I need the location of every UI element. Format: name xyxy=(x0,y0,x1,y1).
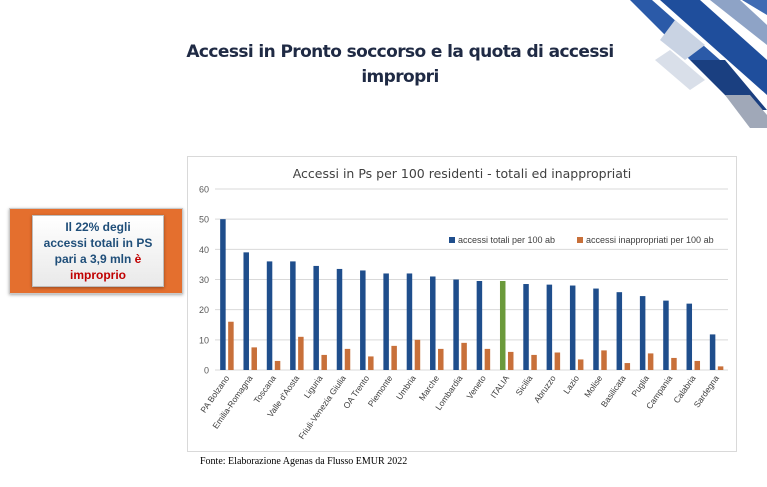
chart-container: 0 10 20 30 40 50 60 PA Bolzano Emilia-Romagna To… xyxy=(187,156,737,452)
bar-total xyxy=(243,252,249,370)
x-category-label: ITALIA xyxy=(488,373,511,400)
y-tick-label: 0 xyxy=(204,366,209,376)
bar-inappropriate xyxy=(391,345,397,370)
bar-total xyxy=(499,281,506,370)
y-tick-label: 30 xyxy=(199,275,209,285)
y-tick-label: 10 xyxy=(199,335,209,345)
bar-total xyxy=(663,300,669,370)
callout-text-panel: Il 22% degli accessi totali in PS pari a… xyxy=(32,215,164,287)
x-category-label: Marche xyxy=(417,373,442,402)
bar-inappropriate xyxy=(507,351,514,370)
chart-title: Accessi in Ps per 100 residenti - totali… xyxy=(293,166,632,181)
bar-total xyxy=(220,219,226,370)
bar-inappropriate xyxy=(438,348,444,370)
bar-total xyxy=(639,296,646,370)
y-tick-label: 20 xyxy=(199,305,209,315)
bar-total xyxy=(406,273,413,370)
bar-total xyxy=(290,261,296,370)
callout-box: Il 22% degli accessi totali in PS pari a… xyxy=(9,208,183,294)
bar-total xyxy=(569,285,576,370)
bar-inappropriate xyxy=(601,350,607,370)
legend-swatch-total xyxy=(449,237,455,243)
callout-highlight-word: è xyxy=(134,252,142,266)
bar-total xyxy=(430,276,436,370)
x-category-label: Umbria xyxy=(394,373,418,401)
bar-total xyxy=(383,273,389,370)
bar-inappropriate xyxy=(321,354,327,370)
slide-title-line1: Accessi in Pronto soccorso e la quota di… xyxy=(186,42,614,62)
bar-inappropriate xyxy=(368,356,374,370)
x-category-label: Abruzzo xyxy=(532,373,558,405)
x-category-label: Sicilia xyxy=(514,373,535,397)
bar-total xyxy=(313,265,319,370)
bar-total xyxy=(453,279,459,370)
bar-inappropriate xyxy=(461,342,467,370)
callout-line-2: accessi totali in PS xyxy=(43,236,153,250)
bar-inappropriate xyxy=(647,353,654,370)
chart-axes: 0 10 20 30 40 50 60 xyxy=(199,185,209,376)
bar-total xyxy=(546,284,553,370)
bar-inappropriate xyxy=(671,357,677,370)
bar-total xyxy=(336,268,343,370)
legend-swatch-inappropriate xyxy=(577,237,583,243)
bar-inappropriate xyxy=(251,347,257,370)
source-note: Fonte: Elaborazione Agenas da Flusso EMU… xyxy=(200,456,408,467)
y-tick-label: 60 xyxy=(199,185,209,195)
bar-inappropriate xyxy=(298,336,304,370)
bar-total xyxy=(523,284,529,370)
x-category-label: Puglia xyxy=(629,373,651,398)
bar-total xyxy=(686,303,693,370)
bar-inappropriate xyxy=(344,348,351,370)
corner-decoration xyxy=(630,0,767,128)
callout-line-3: pari a 3,9 mln è xyxy=(44,251,153,267)
bar-inappropriate xyxy=(624,363,631,370)
bar-total xyxy=(593,288,599,370)
y-tick-label: 40 xyxy=(199,245,209,255)
bar-chart: 0 10 20 30 40 50 60 PA BolzanoEmilia-RomagnaTo… xyxy=(198,166,728,441)
x-category-label: Molise xyxy=(582,373,604,399)
slide-title: Accessi in Pronto soccorso e la quota di… xyxy=(150,40,650,90)
bar-inappropriate xyxy=(531,354,537,370)
legend-label-inappropriate: accessi inappropriati per 100 ab xyxy=(586,235,714,245)
bar-total xyxy=(709,334,716,370)
bar-total xyxy=(616,292,623,370)
bar-inappropriate xyxy=(484,348,491,370)
callout-line-1: Il 22% degli xyxy=(65,220,131,234)
bar-inappropriate xyxy=(274,360,281,370)
bar-inappropriate xyxy=(414,339,421,370)
slide-title-line2: impropri xyxy=(361,67,439,87)
bar-total xyxy=(360,270,366,370)
y-tick-label: 50 xyxy=(199,215,209,225)
callout-line-3-text: pari a 3,9 mln xyxy=(54,252,135,266)
x-category-label: Friuli-Venezia Giulia xyxy=(296,373,348,441)
x-category-label: Liguria xyxy=(302,373,325,400)
bar-inappropriate xyxy=(554,352,561,370)
bar-inappropriate xyxy=(228,321,234,370)
callout-line-4: improprio xyxy=(70,268,126,282)
bar-total xyxy=(266,261,273,370)
bar-inappropriate xyxy=(717,366,724,370)
x-category-label: Veneto xyxy=(464,373,488,401)
bar-inappropriate xyxy=(694,360,701,370)
legend-label-total: accessi totali per 100 ab xyxy=(458,235,555,245)
bar-total xyxy=(476,281,483,370)
chart-bars xyxy=(220,219,724,370)
x-category-label: Lazio xyxy=(561,373,581,396)
chart-legend: accessi totali per 100 ab accessi inappro… xyxy=(449,235,714,245)
bar-inappropriate xyxy=(577,359,584,370)
